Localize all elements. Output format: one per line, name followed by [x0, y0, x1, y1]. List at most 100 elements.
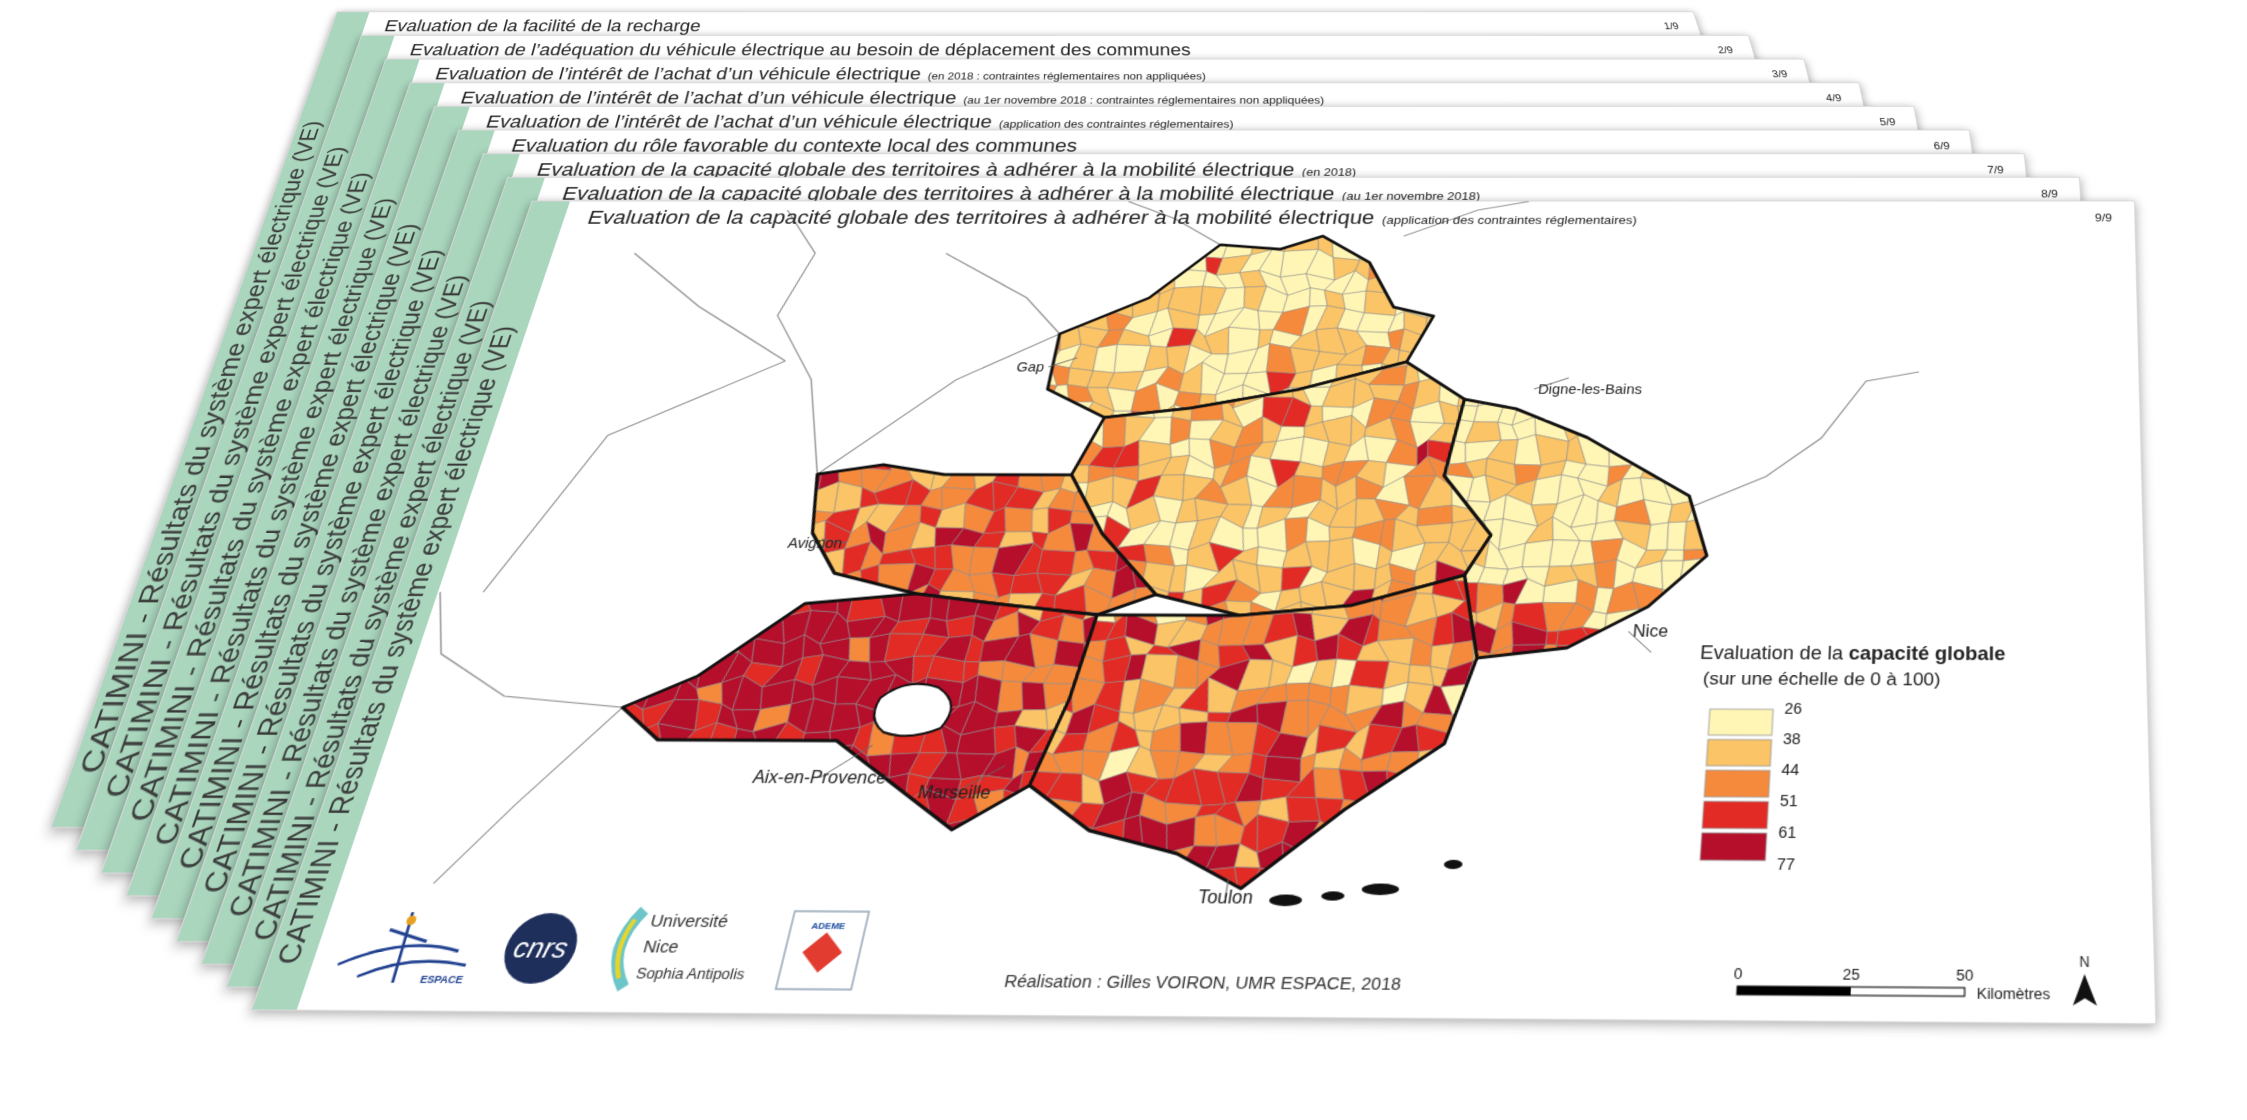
commune: [749, 817, 789, 837]
commune: [1675, 394, 1699, 424]
legend-swatch: [1700, 833, 1767, 861]
commune: [1389, 889, 1432, 922]
commune: [1006, 888, 1037, 925]
commune: [1330, 829, 1367, 854]
commune: [1709, 436, 1743, 463]
commune: [1707, 537, 1735, 561]
commune: [863, 824, 907, 849]
commune: [1000, 450, 1026, 473]
commune: [883, 845, 916, 867]
commune: [1038, 847, 1069, 865]
commune: [1481, 668, 1513, 700]
commune: [1078, 233, 1098, 256]
title-text: Evaluation de l’intérêt de l’achat d’un …: [483, 111, 994, 132]
commune: [1356, 827, 1388, 854]
commune: [1028, 885, 1062, 920]
legend-break: 38: [1783, 730, 1802, 747]
legend-break: 51: [1779, 792, 1798, 810]
commune: [1052, 415, 1084, 441]
commune: [1430, 254, 1459, 279]
commune: [624, 824, 667, 850]
slide-title: Evaluation de l’intérêt de l’achat d’un …: [433, 64, 1206, 84]
commune: [1089, 289, 1116, 311]
commune: [696, 567, 739, 593]
commune: [1376, 845, 1406, 873]
commune: [1051, 275, 1080, 296]
commune: [1717, 415, 1743, 446]
commune: [676, 741, 710, 778]
page-number: 2/9: [1716, 44, 1735, 56]
commune: [1611, 394, 1624, 425]
commune: [998, 822, 1025, 845]
city-label: Gap: [1015, 360, 1046, 375]
commune: [1423, 347, 1448, 372]
commune: [1416, 889, 1449, 918]
commune: [743, 588, 776, 619]
commune: [1084, 861, 1113, 899]
logo-espace-dot: [405, 915, 418, 926]
logo-unice-3: Sophia Antipolis: [634, 965, 747, 983]
commune: [1141, 255, 1168, 276]
commune: [753, 802, 792, 820]
commune: [1462, 726, 1498, 752]
commune: [973, 817, 1005, 842]
commune: [1449, 270, 1477, 298]
subtitle-text: (application des contraintes réglementai…: [998, 117, 1234, 131]
logo-ademe: ADEME: [810, 920, 846, 931]
commune: [1629, 435, 1651, 465]
commune: [1440, 361, 1444, 381]
commune: [1674, 436, 1703, 466]
commune: [1426, 796, 1466, 831]
commune: [814, 839, 850, 865]
commune: [1206, 712, 1231, 722]
commune: [894, 816, 930, 849]
commune: [575, 767, 613, 796]
commune: [1510, 346, 1538, 356]
commune: [707, 613, 749, 634]
commune: [1008, 846, 1045, 865]
commune: [653, 636, 698, 664]
commune: [782, 795, 812, 818]
commune: [822, 792, 867, 825]
city-label: Digne-les-Bains: [1537, 382, 1643, 397]
commune: [668, 770, 695, 795]
legend-break: 26: [1784, 700, 1802, 717]
commune: [611, 744, 642, 770]
commune: [635, 654, 665, 676]
commune: [1449, 310, 1482, 336]
commune: [638, 613, 670, 638]
commune: [1677, 376, 1701, 403]
commune: [1446, 340, 1476, 365]
commune: [586, 788, 628, 818]
title-text: Evaluation de la capacité globale des te…: [584, 206, 1377, 229]
commune: [1601, 647, 1635, 679]
commune: [1019, 822, 1048, 845]
commune: [606, 674, 640, 701]
commune: [1535, 401, 1569, 417]
commune: [1559, 396, 1583, 425]
commune: [624, 744, 661, 772]
commune: [784, 567, 820, 595]
page-number: 7/9: [1986, 164, 2005, 176]
commune: [1283, 683, 1310, 701]
page-number: 4/9: [1824, 92, 1843, 104]
commune: [1040, 819, 1069, 852]
commune: [1368, 892, 1405, 922]
commune: [1666, 522, 1686, 550]
commune: [616, 770, 658, 802]
commune: [1071, 287, 1099, 317]
commune: [1047, 885, 1086, 923]
boundary-line: [926, 253, 1077, 333]
commune: [1408, 252, 1421, 279]
commune: [1384, 827, 1414, 853]
commune: [755, 584, 790, 610]
commune: [1021, 815, 1056, 853]
boundary-line: [483, 361, 785, 593]
commune: [1663, 460, 1700, 484]
commune: [906, 842, 947, 868]
commune: [707, 819, 737, 838]
boundary-line: [712, 210, 887, 474]
legend-swatch: [1708, 709, 1773, 735]
commune: [1558, 671, 1591, 696]
commune: [1431, 828, 1462, 854]
